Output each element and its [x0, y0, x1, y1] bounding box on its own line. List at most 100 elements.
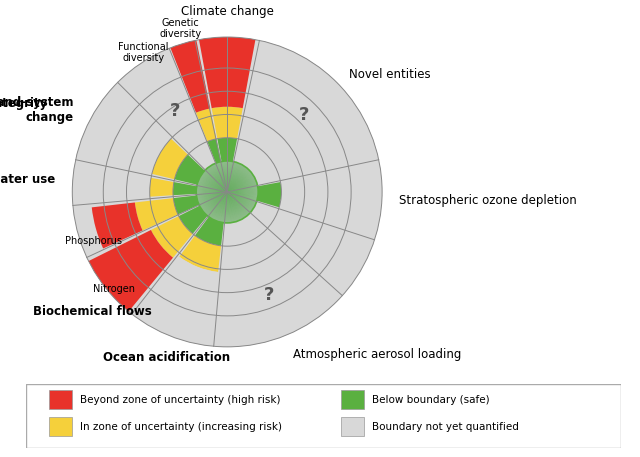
Wedge shape — [208, 173, 246, 211]
Wedge shape — [257, 182, 282, 207]
Wedge shape — [195, 217, 224, 246]
Wedge shape — [212, 177, 242, 207]
Wedge shape — [216, 181, 238, 203]
Wedge shape — [214, 179, 241, 205]
Wedge shape — [88, 230, 173, 312]
Text: Climate change: Climate change — [180, 5, 274, 18]
Wedge shape — [198, 163, 256, 221]
Wedge shape — [202, 167, 252, 217]
Wedge shape — [200, 165, 254, 219]
Wedge shape — [150, 178, 174, 197]
Wedge shape — [205, 170, 250, 214]
Wedge shape — [206, 171, 248, 213]
Wedge shape — [211, 175, 244, 208]
Wedge shape — [216, 181, 239, 203]
Wedge shape — [77, 85, 171, 174]
Wedge shape — [152, 138, 188, 179]
Wedge shape — [207, 171, 248, 213]
Wedge shape — [92, 202, 143, 249]
Wedge shape — [173, 182, 196, 195]
Wedge shape — [218, 138, 237, 161]
Wedge shape — [218, 213, 340, 347]
Wedge shape — [223, 188, 231, 196]
Wedge shape — [212, 107, 243, 138]
Wedge shape — [213, 178, 241, 206]
Wedge shape — [210, 175, 244, 209]
Wedge shape — [202, 167, 253, 217]
Text: Ocean acidification: Ocean acidification — [102, 351, 230, 364]
Wedge shape — [170, 40, 210, 113]
Wedge shape — [199, 37, 255, 108]
Wedge shape — [199, 164, 255, 220]
Wedge shape — [210, 175, 244, 209]
Wedge shape — [205, 170, 249, 213]
Text: ?: ? — [170, 102, 180, 120]
Wedge shape — [225, 189, 230, 195]
Text: Land-system
change: Land-system change — [0, 96, 74, 124]
Wedge shape — [196, 161, 258, 223]
Wedge shape — [201, 165, 253, 218]
Wedge shape — [225, 190, 229, 194]
Bar — [341, 417, 364, 436]
Wedge shape — [197, 162, 257, 222]
Wedge shape — [207, 172, 247, 212]
Wedge shape — [72, 37, 382, 347]
Wedge shape — [72, 164, 151, 202]
Wedge shape — [196, 108, 216, 142]
Text: Biosphere integrity: Biosphere integrity — [0, 97, 47, 110]
Wedge shape — [203, 168, 252, 216]
Wedge shape — [202, 166, 253, 218]
Wedge shape — [218, 183, 236, 201]
Wedge shape — [222, 187, 232, 197]
Bar — [341, 390, 364, 409]
Wedge shape — [200, 165, 255, 219]
Text: Freshwater use: Freshwater use — [0, 174, 56, 186]
Wedge shape — [220, 184, 235, 200]
Wedge shape — [179, 206, 207, 234]
Text: Phosphorus: Phosphorus — [65, 235, 122, 245]
Text: Functional
diversity: Functional diversity — [118, 42, 169, 64]
Wedge shape — [212, 176, 243, 207]
Wedge shape — [199, 164, 255, 220]
Wedge shape — [215, 180, 239, 204]
Wedge shape — [279, 164, 382, 236]
Wedge shape — [204, 168, 251, 216]
Text: Beyond zone of uncertainty (high risk): Beyond zone of uncertainty (high risk) — [81, 395, 281, 405]
Wedge shape — [227, 191, 228, 192]
Wedge shape — [218, 182, 237, 202]
Bar — [49, 417, 72, 436]
Wedge shape — [220, 185, 234, 199]
Text: Novel entities: Novel entities — [349, 68, 430, 81]
Text: Genetic
diversity: Genetic diversity — [159, 18, 202, 39]
Wedge shape — [211, 176, 243, 208]
Wedge shape — [207, 139, 221, 163]
Wedge shape — [207, 172, 247, 212]
Wedge shape — [217, 181, 237, 202]
Wedge shape — [215, 180, 239, 204]
Wedge shape — [204, 169, 250, 215]
Wedge shape — [218, 183, 237, 201]
Wedge shape — [179, 235, 221, 272]
Wedge shape — [226, 191, 228, 193]
Wedge shape — [204, 169, 250, 215]
Text: Boundary not yet quantified: Boundary not yet quantified — [372, 422, 519, 432]
Wedge shape — [224, 189, 230, 195]
Wedge shape — [209, 173, 246, 211]
Text: Stratospheric ozone depletion: Stratospheric ozone depletion — [399, 194, 577, 207]
Wedge shape — [219, 184, 236, 200]
Wedge shape — [214, 179, 240, 205]
Wedge shape — [221, 186, 234, 198]
Wedge shape — [223, 188, 231, 196]
Wedge shape — [175, 154, 205, 185]
Wedge shape — [120, 50, 215, 170]
Wedge shape — [198, 163, 257, 221]
Text: Atmospheric aerosol loading: Atmospheric aerosol loading — [292, 348, 461, 361]
Wedge shape — [212, 177, 242, 207]
Wedge shape — [151, 216, 193, 258]
Bar — [49, 390, 72, 409]
Text: ?: ? — [299, 106, 309, 124]
Wedge shape — [234, 41, 378, 185]
Wedge shape — [209, 174, 245, 210]
Wedge shape — [221, 186, 233, 197]
FancyBboxPatch shape — [26, 384, 621, 448]
